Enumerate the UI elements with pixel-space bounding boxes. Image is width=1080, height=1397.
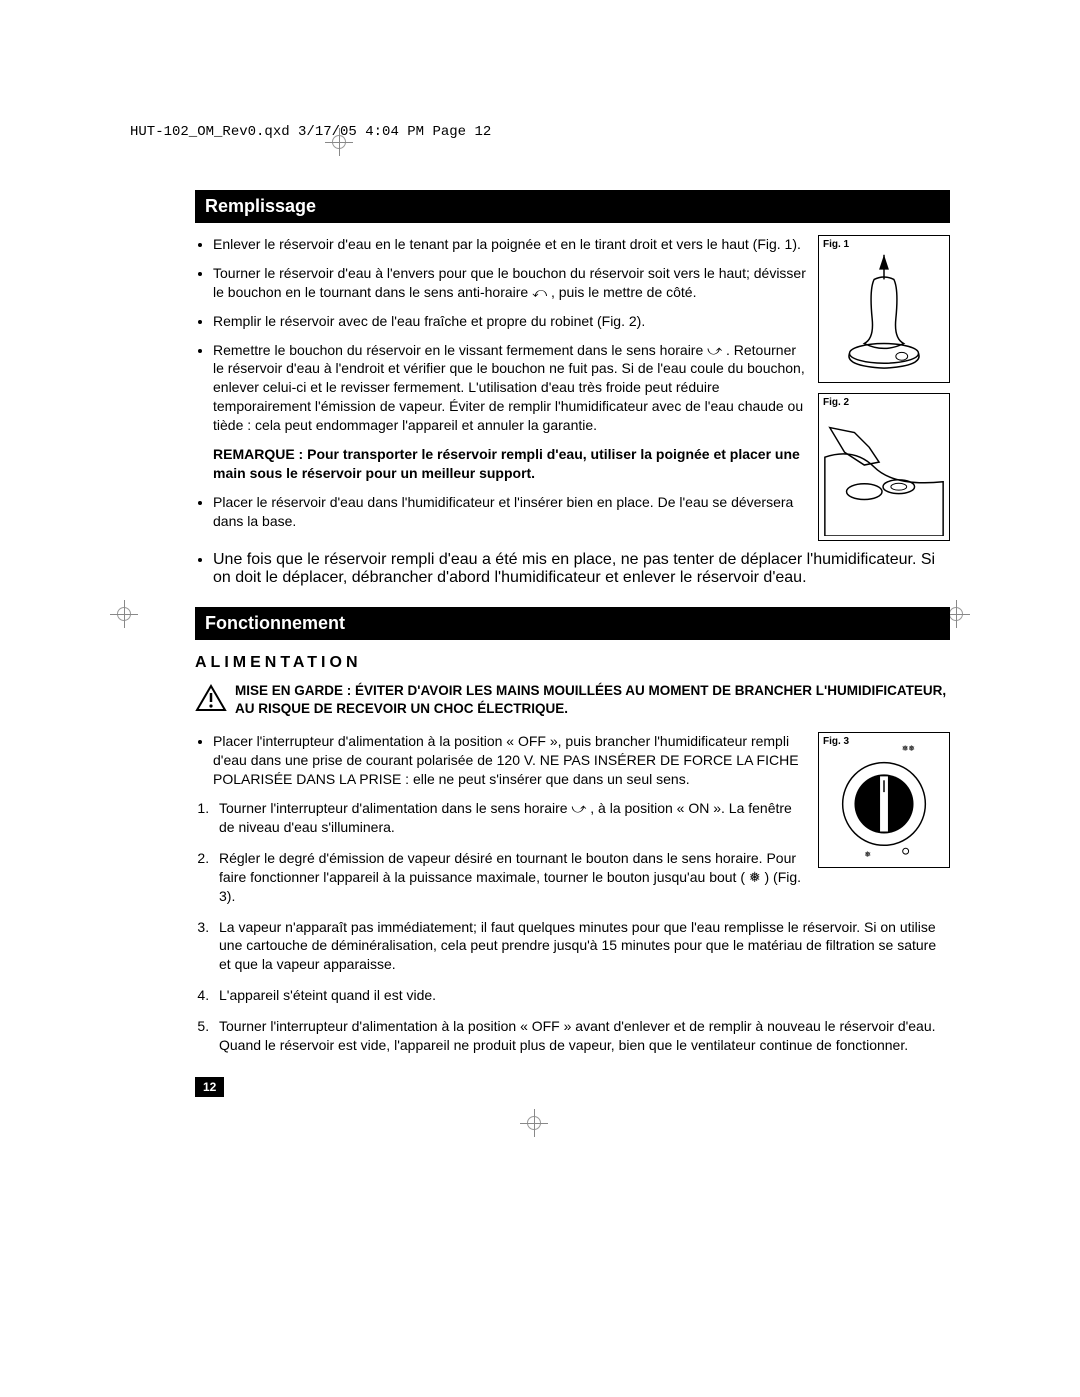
figure-3-label: Fig. 3: [823, 736, 849, 747]
fonctionnement-step: Régler le degré d'émission de vapeur dés…: [213, 849, 808, 906]
fonctionnement-step: Tourner l'interrupteur d'alimentation da…: [213, 799, 808, 837]
remplissage-remarque: REMARQUE : Pour transporter le réservoir…: [213, 446, 800, 481]
fonctionnement-step: L'appareil s'éteint quand il est vide.: [213, 986, 950, 1005]
figures-column-2: Fig. 3 ❅❅ ❅: [818, 732, 950, 917]
remplissage-bullet: Tourner le réservoir d'eau à l'envers po…: [213, 264, 808, 302]
remplissage-body: Enlever le réservoir d'eau en le tenant …: [195, 235, 950, 551]
svg-text:❅: ❅: [864, 851, 871, 860]
fonctionnement-step: Tourner l'interrupteur d'alimentation à …: [213, 1017, 950, 1055]
fonctionnement-step: La vapeur n'apparaît pas immédiatement; …: [213, 918, 950, 975]
section-header-remplissage: Remplissage: [195, 190, 950, 223]
figure-2: Fig. 2: [818, 393, 950, 541]
remplissage-bullet-after: Placer le réservoir d'eau dans l'humidif…: [213, 493, 808, 531]
subsection-alimentation: ALIMENTATION: [195, 654, 950, 672]
figure-1-label: Fig. 1: [823, 239, 849, 250]
warning-text: MISE EN GARDE : ÉVITER D'AVOIR LES MAINS…: [235, 682, 950, 718]
fonctionnement-first-bullet: Placer l'interrupteur d'alimentation à l…: [213, 732, 808, 789]
figure-3: Fig. 3 ❅❅ ❅: [818, 732, 950, 868]
fonctionnement-text: Placer l'interrupteur d'alimentation à l…: [195, 732, 808, 917]
figure-2-label: Fig. 2: [823, 397, 849, 408]
remplissage-bullet: Enlever le réservoir d'eau en le tenant …: [213, 235, 808, 254]
page: HUT-102_OM_Rev0.qxd 3/17/05 4:04 PM Page…: [0, 0, 1080, 1397]
figures-column-1: Fig. 1 Fig. 2: [818, 235, 950, 551]
fonctionnement-steps-continued: La vapeur n'apparaît pas immédiatement; …: [195, 918, 950, 1055]
remplissage-bullet: Remettre le bouchon du réservoir en le v…: [213, 341, 808, 435]
page-number: 12: [195, 1077, 224, 1097]
section-header-fonctionnement: Fonctionnement: [195, 607, 950, 640]
svg-text:❅❅: ❅❅: [902, 744, 916, 753]
crop-mark-bottom: [520, 1109, 548, 1137]
remplissage-bullet: Remplir le réservoir avec de l'eau fraîc…: [213, 312, 808, 331]
warning-triangle-icon: [195, 684, 227, 712]
dial-icon: ❅❅ ❅: [823, 737, 945, 863]
crop-mark-top: [325, 128, 353, 156]
fonctionnement-body: Placer l'interrupteur d'alimentation à l…: [195, 732, 950, 917]
remplissage-text: Enlever le réservoir d'eau en le tenant …: [195, 235, 808, 551]
warning-row: MISE EN GARDE : ÉVITER D'AVOIR LES MAINS…: [195, 682, 950, 718]
figure-1: Fig. 1: [818, 235, 950, 383]
remplissage-full-width-bullets: Une fois que le réservoir rempli d'eau a…: [195, 551, 950, 587]
filling-icon: [823, 398, 945, 536]
humidifier-icon: [823, 240, 945, 378]
remplissage-bullet-after: Une fois que le réservoir rempli d'eau a…: [213, 551, 950, 587]
crop-mark-left: [110, 600, 138, 628]
content-area: Remplissage Enlever le réservoir d'eau e…: [195, 190, 950, 1055]
print-slug: HUT-102_OM_Rev0.qxd 3/17/05 4:04 PM Page…: [130, 124, 491, 140]
